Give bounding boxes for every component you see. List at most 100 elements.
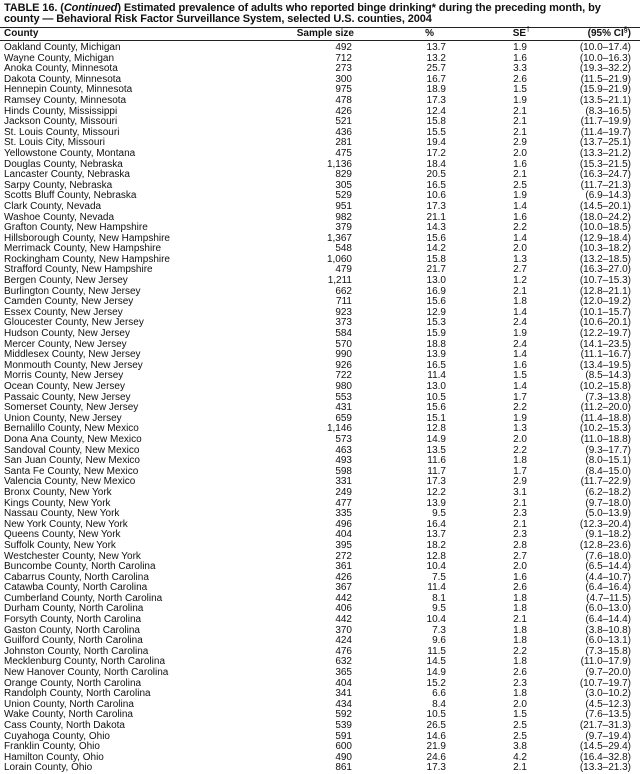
cell-percent: 8.4	[432, 698, 446, 710]
cell-ci: (18.0–24.2)	[579, 211, 631, 223]
cell-county: New Hanover County, North Carolina	[4, 667, 169, 679]
cell-percent: 9.5	[432, 603, 446, 615]
cell-county: Dona Ana County, New Mexico	[4, 433, 142, 445]
cell-county: Strafford County, New Hampshire	[4, 264, 153, 276]
cell-se: 1.8	[513, 656, 527, 668]
table-row: Lancaster County, Nebraska 829 20.5 2.1 (16.…	[0, 170, 640, 181]
cell-sample-size: 1,146	[326, 423, 352, 435]
cell-county: Sandoval County, New Mexico	[4, 444, 140, 456]
table-row: Valencia County, New Mexico 331 17.3 2.9 (11…	[0, 477, 640, 488]
cell-county: Buncombe County, North Carolina	[4, 561, 156, 573]
cell-county: Oakland County, Michigan	[4, 42, 121, 53]
cell-county: Morris County, New Jersey	[4, 370, 124, 382]
table-row: Wake County, North Carolina 592 10.5 1.5 (7.…	[0, 710, 640, 721]
cell-percent: 17.3	[426, 762, 446, 774]
cell-se: 2.1	[513, 497, 527, 509]
cell-county: Cuyahoga County, Ohio	[4, 730, 110, 742]
cell-sample-size: 404	[335, 529, 352, 541]
cell-ci: (11.0–18.8)	[580, 433, 631, 445]
cell-ci: (9.7–18.0)	[585, 497, 631, 509]
cell-percent: 13.0	[426, 381, 446, 392]
cell-sample-size: 331	[335, 476, 352, 488]
cell-percent: 10.5	[426, 391, 446, 403]
table-row: Cumberland County, North Carolina 442 8.1 1…	[0, 592, 640, 605]
cell-percent: 14.9	[426, 667, 446, 679]
cell-ci: (12.2–19.7)	[579, 328, 631, 340]
cell-percent: 12.4	[426, 105, 446, 117]
cell-county: Anoka County, Minnesota	[4, 63, 118, 75]
cell-ci: (10.7–15.3)	[579, 275, 631, 287]
cell-percent: 13.5	[426, 444, 446, 456]
cell-se: 1.6	[513, 571, 527, 583]
cell-se: 1.8	[513, 635, 527, 647]
cell-se: 1.9	[513, 412, 527, 424]
cell-ci: (4.5–12.3)	[585, 698, 631, 710]
table-row: Franklin County, Ohio 600 21.9 3.8 (14.5–29.…	[0, 742, 640, 753]
cell-se: 1.6	[513, 158, 527, 170]
cell-county: Suffolk County, New York	[4, 539, 116, 551]
cell-ci: (3.8–10.8)	[585, 624, 631, 636]
table-row: Ramsey County, Minnesota 478 17.3 1.9 (13.5–…	[0, 95, 640, 107]
cell-ci: (16.4–32.8)	[579, 751, 631, 763]
cell-percent: 10.4	[426, 561, 446, 573]
cell-ci: (11.5–21.9)	[580, 73, 631, 85]
cell-se: 2.0	[513, 147, 527, 159]
cell-ci: (11.4–19.7)	[580, 126, 631, 138]
cell-sample-size: 436	[335, 126, 352, 138]
cell-county: San Juan County, New Mexico	[4, 455, 140, 467]
cell-ci: (6.4–14.4)	[585, 614, 631, 626]
cell-percent: 15.8	[426, 116, 446, 128]
cell-county: Hinds County, Mississippi	[4, 105, 118, 117]
cell-county: New York County, New York	[4, 518, 128, 530]
cell-sample-size: 951	[335, 200, 352, 212]
cell-se: 2.2	[513, 645, 527, 657]
cell-percent: 12.8	[426, 550, 446, 562]
cell-county: Ocean County, New Jersey	[4, 381, 125, 392]
cell-county: Sarpy County, Nebraska	[4, 179, 113, 191]
table-row: Bergen County, New Jersey 1,211 13.0 1.2 (10…	[0, 275, 640, 287]
table-row: Passaic County, New Jersey 553 10.5 1.7 (7.3…	[0, 391, 640, 404]
table-row: Dona Ana County, New Mexico 573 14.9 2.0 (11…	[0, 433, 640, 446]
cell-percent: 21.1	[426, 211, 446, 223]
table-row: Guilford County, North Carolina 424 9.6 1.8…	[0, 636, 640, 647]
table-row: Middlesex County, New Jersey 990 13.9 1.4 (1…	[0, 350, 640, 361]
cell-ci: (12.3–20.4)	[579, 518, 631, 530]
cell-sample-size: 584	[335, 328, 352, 340]
cell-percent: 13.0	[426, 275, 446, 287]
cell-ci: (13.3–21.3)	[579, 762, 631, 774]
cell-sample-size: 442	[335, 614, 352, 626]
cell-sample-size: 529	[335, 190, 352, 202]
cell-county: Gaston County, North Carolina	[4, 624, 140, 636]
cell-percent: 18.4	[426, 158, 446, 170]
cell-ci: (13.2–18.5)	[579, 253, 631, 265]
cell-county: Kings County, New York	[4, 497, 111, 509]
table-row: Buncombe County, North Carolina 361 10.4 2.…	[0, 561, 640, 573]
cell-se: 1.6	[513, 359, 527, 371]
cell-se: 2.1	[513, 614, 527, 626]
cell-se: 1.6	[513, 52, 527, 64]
table-row: Johnston County, North Carolina 476 11.5 2.…	[0, 645, 640, 658]
cell-sample-size: 600	[335, 741, 352, 753]
cell-county: Mercer County, New Jersey	[4, 338, 127, 350]
cell-county: Westchester County, New York	[4, 550, 141, 562]
cell-se: 1.4	[513, 200, 527, 212]
cell-sample-size: 1,136	[326, 158, 352, 170]
cell-ci: (14.5–20.1)	[579, 200, 631, 212]
cell-ci: (10.7–19.7)	[579, 677, 631, 689]
cell-se: 2.9	[513, 137, 527, 149]
cell-se: 1.3	[513, 423, 527, 435]
cell-ci: (10.3–18.2)	[579, 243, 631, 255]
table-row: Essex County, New Jersey 923 12.9 1.4 (10.1–…	[0, 306, 640, 319]
table-row: Scotts Bluff County, Nebraska 529 10.6 1.9 (…	[0, 191, 640, 202]
cell-sample-size: 521	[335, 116, 352, 128]
cell-county: Forsyth County, North Carolina	[4, 614, 142, 626]
cell-percent: 17.2	[426, 147, 446, 159]
cell-se: 1.4	[513, 306, 527, 318]
cell-percent: 8.1	[432, 592, 446, 604]
cell-se: 1.8	[513, 592, 527, 604]
cell-sample-size: 570	[335, 338, 352, 350]
cell-percent: 19.4	[426, 137, 446, 149]
cell-se: 1.5	[513, 370, 527, 382]
cell-ci: (12.8–21.1)	[579, 285, 631, 297]
cell-ci: (14.5–29.4)	[579, 741, 631, 753]
